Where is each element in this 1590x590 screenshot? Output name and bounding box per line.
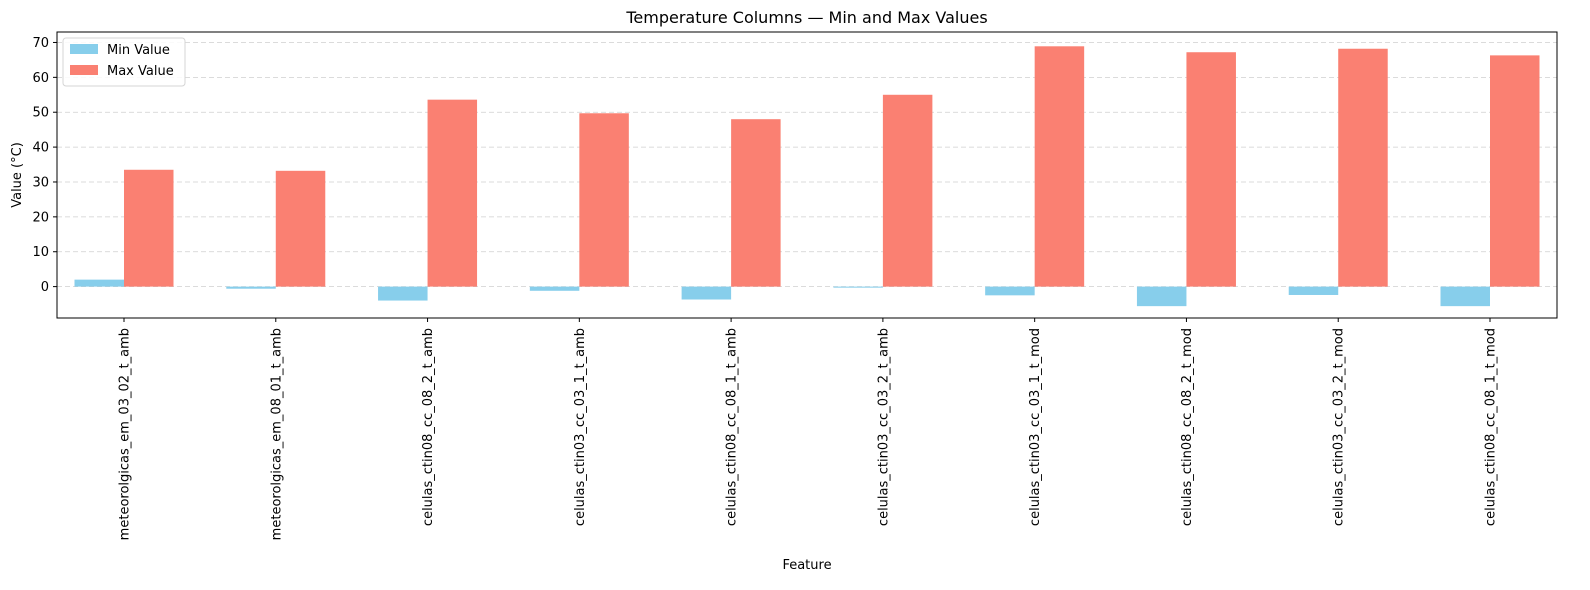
x-tick-label: celulas_ctin03_cc_03_2_t_mod (1332, 328, 1347, 526)
max-value-bar (1034, 46, 1085, 287)
max-value-bar (275, 170, 326, 287)
chart-title: Temperature Columns — Min and Max Values (625, 8, 987, 27)
min-value-bar (1136, 286, 1187, 307)
x-tick-label: meteorolgicas_em_03_02_t_amb (118, 328, 133, 540)
y-tick-label: 0 (41, 280, 49, 295)
legend-label: Max Value (107, 64, 174, 79)
y-tick-label: 20 (32, 210, 49, 225)
min-value-bar (378, 286, 428, 301)
y-axis-ticks: 0 10 20 30 40 50 60 70 (32, 36, 57, 295)
legend-label: Min Value (107, 43, 170, 58)
min-value-bar (833, 286, 883, 288)
legend: Min Value Max Value (62, 37, 186, 87)
x-axis-label: Feature (782, 558, 831, 573)
legend-swatch (70, 65, 98, 75)
plot-frame (56, 31, 1558, 319)
x-tick-label: celulas_ctin08_cc_08_1_t_mod (1484, 328, 1499, 526)
x-tick-label: celulas_ctin08_cc_08_2_t_amb (421, 328, 436, 526)
y-tick-label: 60 (32, 71, 49, 86)
max-value-bar (1490, 55, 1540, 287)
y-tick-label: 30 (32, 175, 49, 190)
y-tick-label: 10 (32, 245, 49, 260)
legend-swatch (70, 44, 98, 54)
min-value-bar (985, 286, 1035, 296)
max-value-bar (1338, 48, 1388, 287)
min-value-bar (226, 286, 276, 289)
y-tick-label: 40 (32, 141, 49, 156)
min-value-bar (681, 286, 732, 300)
max-value-bar (427, 99, 478, 287)
min-value-bar (1288, 286, 1339, 295)
x-tick-label: celulas_ctin03_cc_03_1_t_mod (1028, 328, 1043, 526)
x-tick-label: celulas_ctin03_cc_03_2_t_amb (876, 328, 891, 526)
x-tick-label: meteorolgicas_em_08_01_t_amb (269, 328, 284, 540)
min-value-bar (1440, 286, 1490, 307)
max-value-bar (882, 94, 933, 287)
min-value-bar (74, 279, 124, 287)
min-value-bar (529, 286, 580, 291)
max-value-bar (1186, 52, 1236, 287)
x-axis-ticks: meteorolgicas_em_03_02_t_amb meteorolgica… (118, 318, 1499, 540)
max-value-bar (124, 169, 174, 287)
y-axis-label: Value (°C) (10, 142, 25, 208)
max-value-bar (731, 119, 781, 287)
x-tick-label: celulas_ctin08_cc_08_2_t_mod (1180, 328, 1195, 526)
x-tick-label: celulas_ctin03_cc_03_1_t_amb (573, 328, 588, 526)
y-tick-label: 50 (32, 106, 49, 121)
max-value-bar (579, 113, 629, 287)
y-tick-label: 70 (32, 36, 49, 51)
bars (74, 46, 1540, 307)
x-tick-label: celulas_ctin08_cc_08_1_t_amb (725, 328, 740, 526)
